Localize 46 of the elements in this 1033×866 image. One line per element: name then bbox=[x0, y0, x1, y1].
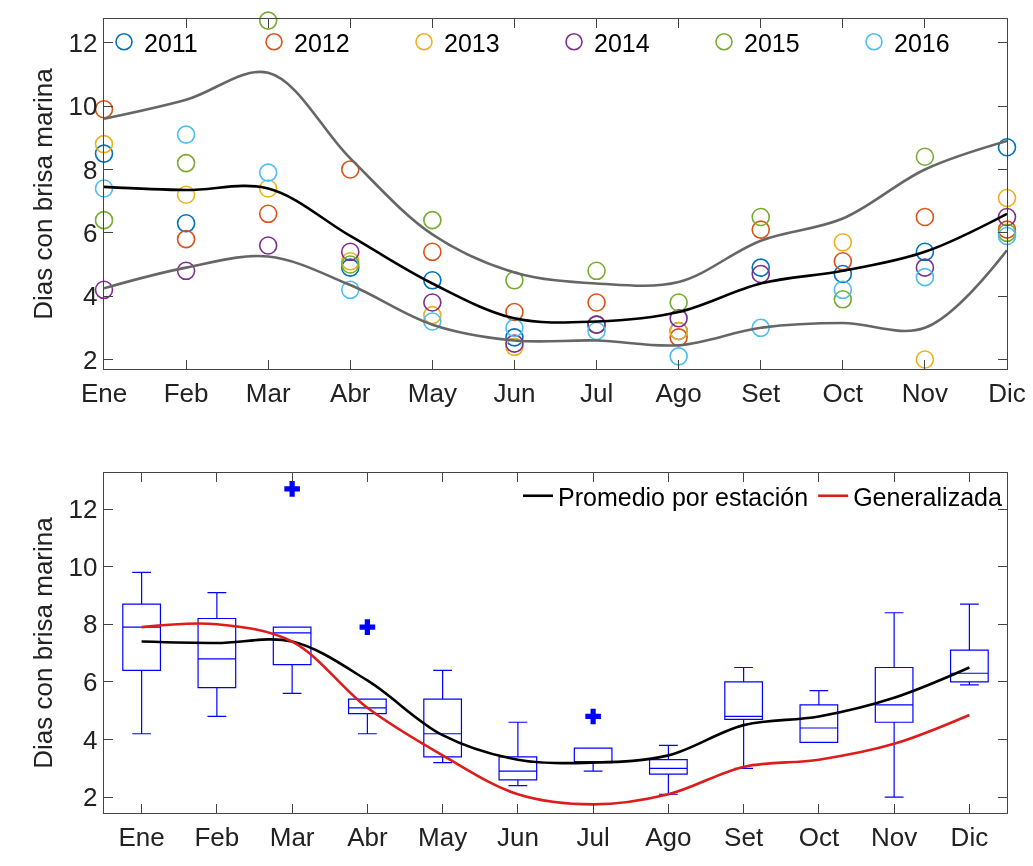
y-tick-label: 8 bbox=[83, 154, 98, 185]
y-tick-label: 10 bbox=[68, 551, 98, 582]
x-tick-label: Ago bbox=[655, 377, 702, 408]
legend-label: 2011 bbox=[144, 28, 198, 57]
x-tick-label: Dic bbox=[950, 821, 989, 852]
y-tick-label: 12 bbox=[68, 27, 98, 58]
x-tick-label: Nov bbox=[871, 821, 918, 852]
legend-label: Promedio por estación bbox=[558, 482, 809, 511]
x-tick-label: Dic bbox=[988, 377, 1026, 408]
x-tick-label: Jul bbox=[576, 821, 610, 852]
y-tick-label: 10 bbox=[68, 91, 98, 122]
x-tick-label: Abr bbox=[347, 821, 388, 852]
x-tick-label: May bbox=[418, 821, 468, 852]
x-tick-label: Ene bbox=[118, 821, 165, 852]
x-tick-label: Oct bbox=[822, 377, 864, 408]
y-axis-title: Dias con brisa marina bbox=[28, 67, 59, 320]
x-tick-label: Feb bbox=[163, 377, 209, 408]
legend-label: 2012 bbox=[294, 28, 350, 57]
x-tick-label: Oct bbox=[798, 821, 840, 852]
legend-label: 2013 bbox=[444, 28, 500, 57]
x-tick-label: Jun bbox=[496, 821, 539, 852]
y-tick-label: 2 bbox=[83, 344, 98, 375]
y-tick-label: 8 bbox=[83, 609, 98, 640]
x-tick-label: Ene bbox=[80, 377, 128, 408]
y-tick-label: 4 bbox=[83, 724, 98, 755]
x-tick-label: Set bbox=[724, 821, 764, 852]
y-tick-label: 2 bbox=[83, 782, 98, 813]
x-tick-label: Jul bbox=[579, 377, 614, 408]
y-tick-label: 6 bbox=[83, 217, 98, 248]
x-tick-label: Mar bbox=[269, 821, 315, 852]
x-tick-label: Jun bbox=[493, 377, 536, 408]
x-tick-label: Mar bbox=[245, 377, 291, 408]
x-tick-label: Ago bbox=[645, 821, 692, 852]
x-tick-label: Abr bbox=[330, 377, 371, 408]
y-tick-label: 12 bbox=[68, 494, 98, 525]
legend-label: 2016 bbox=[894, 28, 950, 57]
x-tick-label: May bbox=[407, 377, 457, 408]
legend-label: 2015 bbox=[744, 28, 800, 57]
x-tick-label: Set bbox=[741, 377, 782, 408]
y-tick-label: 4 bbox=[83, 281, 98, 312]
x-tick-label: Feb bbox=[194, 821, 240, 852]
legend-label: Generalizada bbox=[853, 482, 1002, 511]
legend-label: 2014 bbox=[594, 28, 650, 57]
y-axis-title: Dias con brisa marina bbox=[28, 516, 59, 769]
x-tick-label: Nov bbox=[901, 377, 949, 408]
y-tick-label: 6 bbox=[83, 667, 98, 697]
